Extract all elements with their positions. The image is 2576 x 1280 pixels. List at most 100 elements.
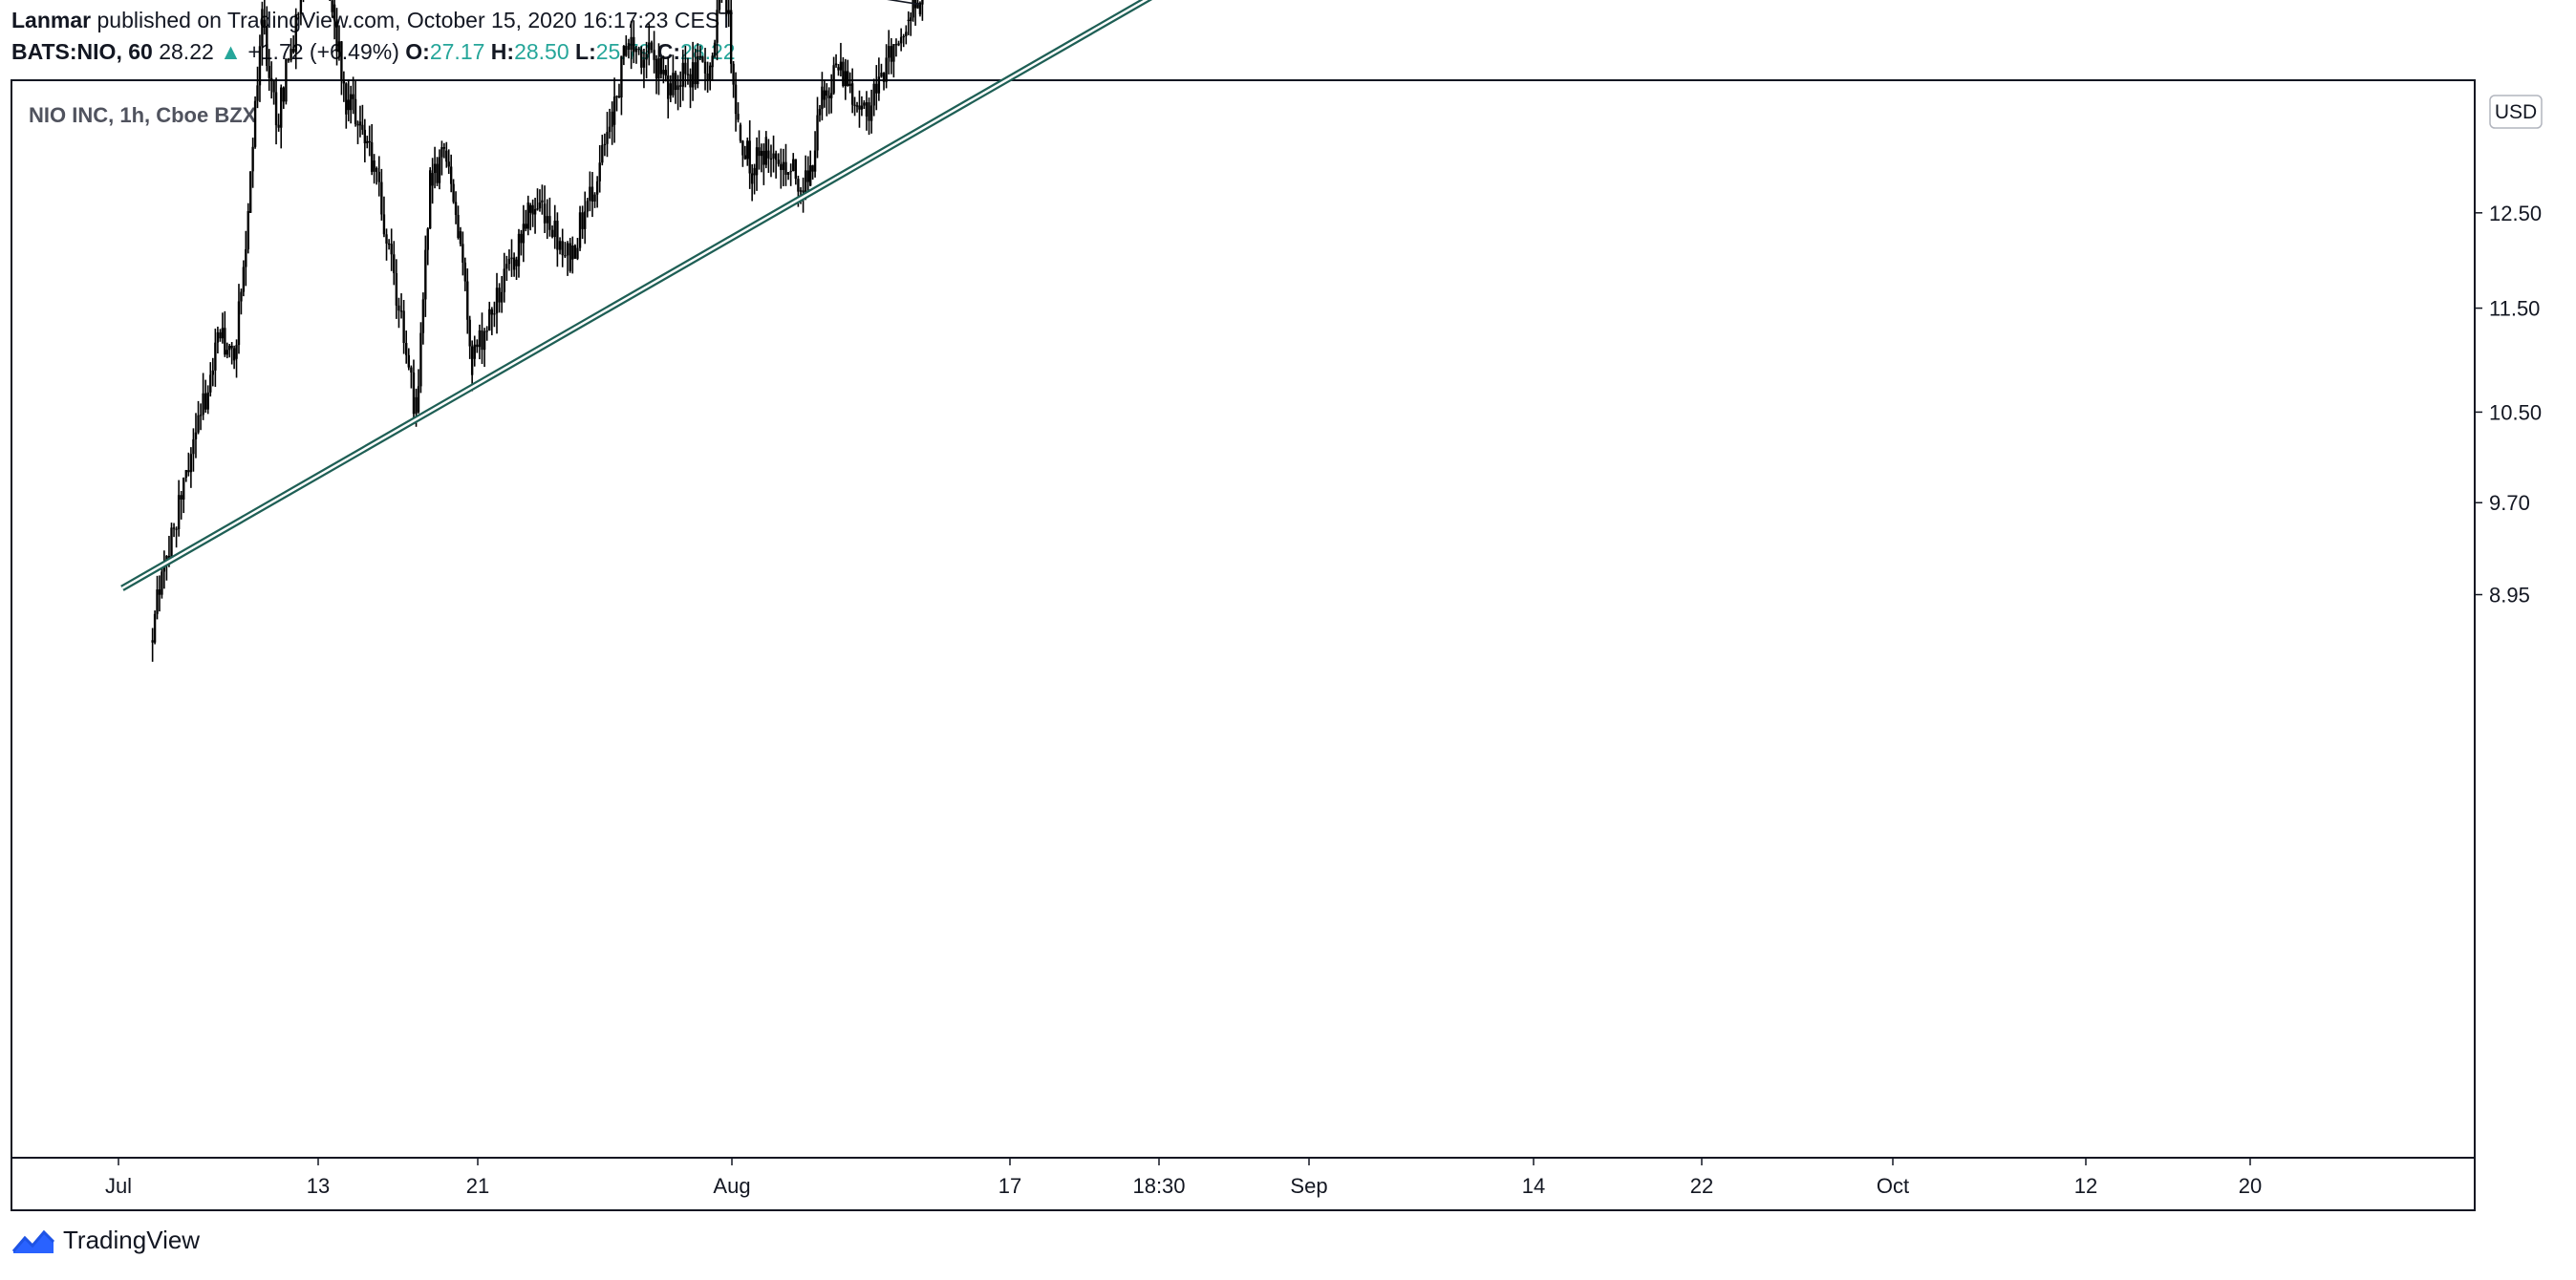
candle-body — [617, 96, 621, 98]
channel-lower-line[interactable] — [120, 0, 1690, 591]
candle-body — [184, 470, 187, 479]
candle-body — [347, 99, 350, 111]
candle-body — [219, 331, 222, 339]
candle-body — [664, 70, 668, 76]
candle-body — [681, 62, 684, 87]
candle-body — [653, 50, 655, 60]
candle-body — [297, 13, 300, 15]
candle-body — [405, 343, 408, 355]
candle-body — [606, 132, 609, 144]
candle-body — [158, 589, 161, 595]
change-value: +1.72 (+6.49%) — [247, 39, 399, 64]
candle-body — [561, 241, 564, 256]
x-tick-label: 12 — [2074, 1174, 2097, 1198]
candle-body — [832, 65, 835, 94]
candle-body — [804, 170, 807, 193]
candle-body — [393, 254, 396, 274]
tradingview-wordmark: TradingView — [63, 1226, 201, 1254]
candle-body — [739, 124, 742, 141]
candle-body — [512, 257, 516, 270]
candle-body — [729, 10, 733, 64]
candle-body — [266, 25, 268, 66]
candle-body — [412, 373, 416, 415]
currency-group[interactable]: USD — [2489, 95, 2543, 129]
candle-body — [786, 172, 790, 175]
y-tick-label: 9.70 — [2489, 491, 2530, 515]
candle-body — [569, 243, 571, 271]
candle-body — [909, 17, 912, 22]
candle-body — [187, 470, 190, 473]
candle-body — [746, 140, 749, 160]
candle-body — [172, 527, 176, 529]
candle-body — [366, 140, 369, 143]
y-tick-label: 12.50 — [2489, 202, 2542, 225]
candle-body — [625, 46, 628, 56]
x-tick-label: 20 — [2239, 1174, 2262, 1198]
candle-body — [921, 0, 924, 5]
candle-body — [711, 55, 714, 68]
candle-body — [548, 216, 551, 230]
candle-body — [905, 32, 908, 36]
x-tick-label: 22 — [1690, 1174, 1713, 1198]
candle-body — [161, 571, 163, 595]
candle-body — [792, 159, 795, 172]
candle-body — [272, 80, 275, 93]
candle-body — [558, 241, 562, 250]
candle-body — [476, 344, 479, 348]
candle-body — [182, 478, 185, 500]
candle-body — [897, 43, 900, 46]
candle-body — [564, 255, 567, 257]
candle-body — [718, 0, 721, 11]
resistance-1-line[interactable] — [318, 0, 921, 6]
candle-body — [860, 105, 864, 110]
candle-body — [247, 211, 249, 249]
candle-body — [447, 161, 450, 167]
x-tick-label: 17 — [998, 1174, 1021, 1198]
candle-body — [853, 104, 856, 106]
candle-body — [698, 55, 702, 58]
candle-body — [373, 160, 376, 172]
candle-body — [402, 310, 405, 344]
candle-body — [269, 77, 273, 81]
trendlines-group[interactable] — [108, 0, 1690, 591]
candle-body — [882, 73, 886, 82]
currency-box[interactable] — [2489, 95, 2543, 129]
candle-body — [794, 159, 798, 180]
candle-body — [436, 163, 439, 183]
candle-body — [826, 90, 828, 96]
candle-body — [732, 63, 735, 85]
candle-body — [175, 528, 178, 530]
candle-body — [888, 46, 891, 58]
candle-body — [553, 221, 556, 238]
candle-body — [541, 200, 544, 203]
candle-body — [170, 527, 173, 560]
candle-body — [573, 245, 577, 259]
candle-body — [581, 212, 584, 229]
candle-body — [189, 454, 193, 473]
candle-body — [515, 259, 518, 267]
candle-body — [248, 171, 252, 213]
candle-body — [224, 328, 226, 355]
candle-body — [228, 345, 231, 351]
candle-body — [821, 86, 824, 110]
candle-body — [202, 393, 204, 416]
candle-body — [526, 203, 529, 229]
candle-body — [678, 85, 682, 87]
footer-brand[interactable]: TradingView — [11, 1226, 200, 1255]
candle-body — [390, 244, 393, 255]
candle-body — [633, 36, 635, 53]
candle-body — [206, 392, 209, 410]
candle-body — [204, 393, 207, 410]
candle-body — [823, 90, 826, 100]
candle-body — [470, 346, 474, 375]
candle-body — [808, 165, 812, 186]
candle-body — [586, 201, 589, 212]
candle-body — [659, 57, 663, 75]
candle-body — [844, 71, 848, 87]
last-value: 28.22 — [159, 39, 214, 64]
x-tick-label: 14 — [1522, 1174, 1545, 1198]
candle-body — [237, 301, 241, 346]
candle-body — [426, 228, 429, 250]
candle-body — [863, 102, 866, 106]
